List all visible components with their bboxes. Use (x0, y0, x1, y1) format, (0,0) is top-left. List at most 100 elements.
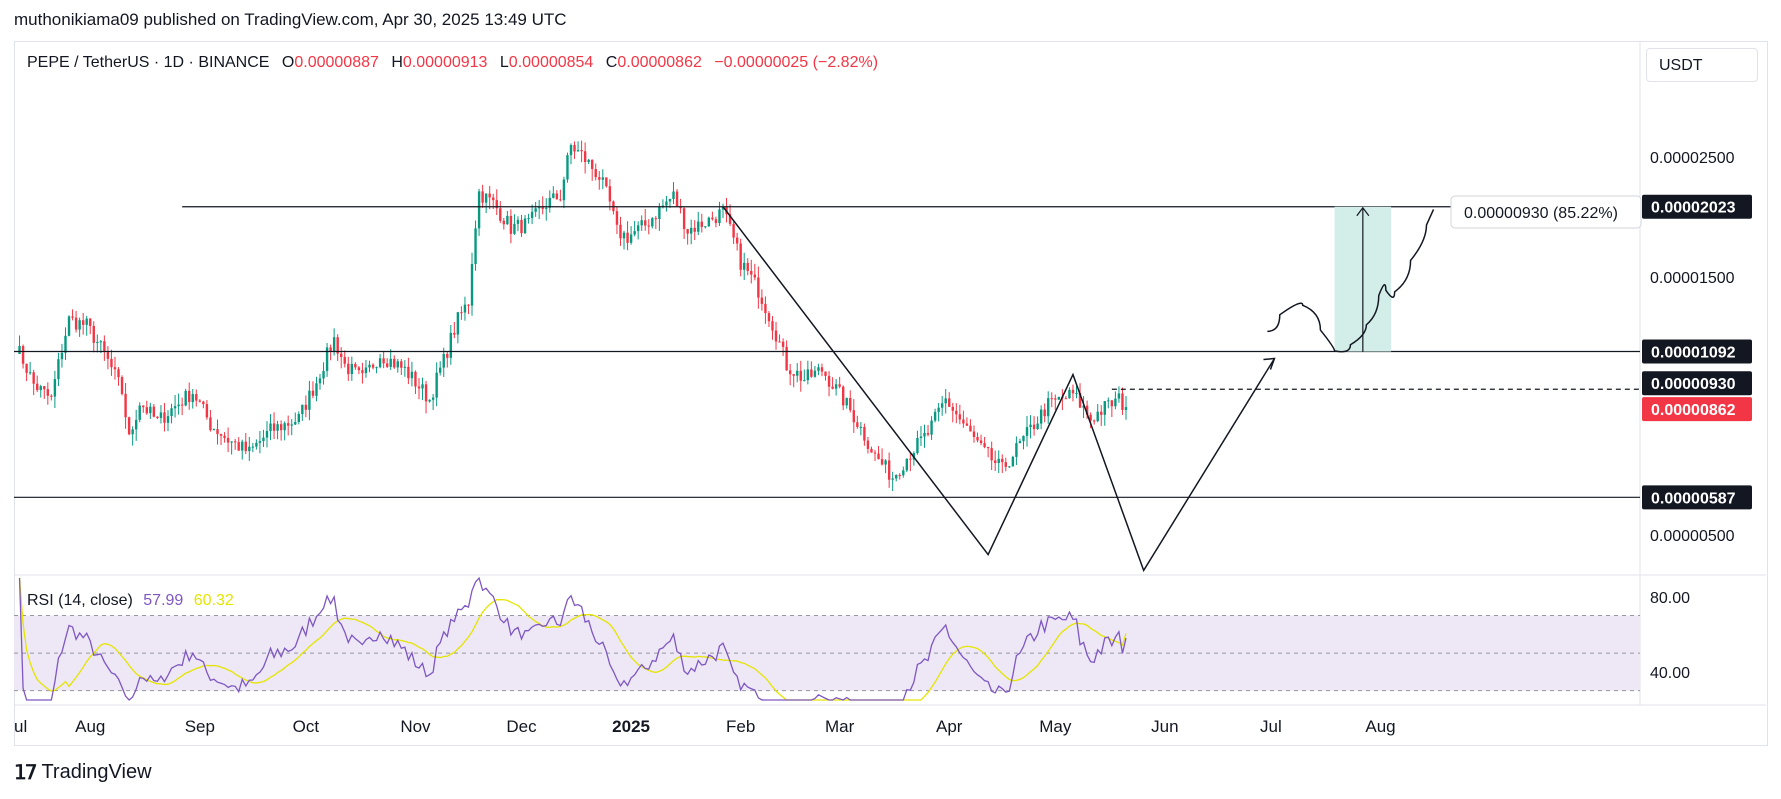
candle-body (552, 193, 555, 198)
price-tag: 0.00002023 (1642, 194, 1752, 219)
rsi-tick-label: 40.00 (1650, 665, 1690, 682)
candle-body (880, 459, 884, 465)
candles (18, 140, 1128, 492)
candle-body (711, 217, 714, 220)
candle-body (1057, 396, 1061, 400)
candle-body (403, 366, 407, 368)
price-tick-label: 0.00002500 (1650, 150, 1735, 167)
candle-body (534, 208, 537, 212)
measure-label-text: 0.00000930 (85.22%) (1464, 205, 1618, 222)
candle-body (74, 317, 78, 330)
candle-body (1050, 398, 1053, 400)
time-tick-label: Feb (726, 717, 755, 736)
candle-body (626, 232, 629, 243)
candle-body (226, 437, 230, 443)
candle-body (813, 370, 817, 377)
candle-body (1117, 393, 1121, 399)
candle-body (735, 237, 739, 244)
candle-body (993, 460, 997, 463)
candle-body (431, 397, 435, 400)
candle-body (439, 367, 442, 373)
candle-body (884, 460, 887, 465)
candle-body (357, 367, 361, 371)
candle-body (506, 215, 509, 225)
close-label: C (605, 54, 618, 71)
time-tick-label: Apr (936, 717, 963, 736)
candle-body (1100, 411, 1103, 415)
candle-body (113, 367, 117, 370)
candle-body (520, 219, 523, 234)
rsi-ma-line (18, 577, 1127, 701)
candle-body (495, 200, 498, 209)
price-tick-label: 0.00001500 (1650, 270, 1735, 287)
candle-body (237, 442, 240, 451)
candle-body (587, 159, 590, 162)
candle-body (117, 369, 120, 378)
candle-body (771, 321, 774, 331)
candle-body (159, 412, 163, 418)
low-value: 0.00000854 (508, 54, 594, 71)
candle-body (198, 400, 202, 402)
candle-body (757, 277, 760, 298)
candle-body (849, 398, 852, 411)
candle-body (152, 406, 156, 417)
price-tag: 0.00001092 (1642, 339, 1752, 364)
candle-body (803, 380, 806, 382)
currency-button[interactable]: USDT (1646, 48, 1758, 82)
candle-body (1121, 393, 1124, 410)
candle-body (248, 446, 251, 452)
candle-body (739, 243, 742, 270)
candle-body (188, 390, 191, 403)
candle-body (1114, 398, 1117, 407)
candle-body (276, 424, 279, 431)
candle-body (92, 325, 95, 343)
candle-body (81, 320, 85, 325)
candle-body (651, 218, 654, 227)
candle-body (400, 361, 403, 368)
candle-body (1022, 435, 1025, 442)
change-value: −0.00000025 (−2.82%) (714, 54, 879, 71)
candle-body (817, 367, 820, 371)
candle-body (255, 442, 258, 447)
candle-body (364, 367, 368, 374)
candle-body (863, 426, 866, 441)
price-tag-label: 0.00001092 (1651, 345, 1736, 362)
candle-body (675, 191, 679, 207)
candle-body (294, 422, 297, 425)
candle-body (530, 211, 534, 219)
candle-body (566, 155, 569, 180)
candle-body (658, 206, 661, 219)
candle-body (50, 395, 53, 397)
candle-body (393, 358, 396, 368)
rsi-line (18, 576, 1127, 701)
candle-body (569, 145, 573, 156)
candle-body (732, 223, 735, 238)
candle-body (778, 341, 781, 343)
candle-body (336, 337, 339, 354)
candle-body (629, 234, 633, 243)
tradingview-logo-icon: 𝟣𝟩 (14, 762, 37, 784)
candle-body (308, 390, 311, 410)
candle-body (177, 404, 180, 407)
candle-body (905, 458, 909, 471)
rsi-label[interactable]: RSI (14, close) (27, 592, 133, 609)
candle-body (682, 208, 686, 230)
candle-body (134, 419, 138, 430)
candle-body (446, 353, 449, 358)
candle-body (166, 416, 170, 423)
candle-body (89, 318, 92, 326)
candle-body (428, 399, 431, 402)
candle-body (799, 370, 802, 381)
candle-body (792, 374, 795, 376)
candle-body (721, 206, 725, 210)
candle-body (640, 220, 643, 226)
candle-body (1047, 398, 1050, 417)
candle-body (110, 358, 113, 368)
candle-body (103, 341, 106, 352)
candle-body (916, 437, 919, 454)
symbol-label[interactable]: PEPE / TetherUS · 1D · BINANCE (27, 54, 270, 71)
candle-body (424, 384, 428, 402)
candle-body (619, 224, 622, 239)
candle-body (1015, 443, 1018, 457)
